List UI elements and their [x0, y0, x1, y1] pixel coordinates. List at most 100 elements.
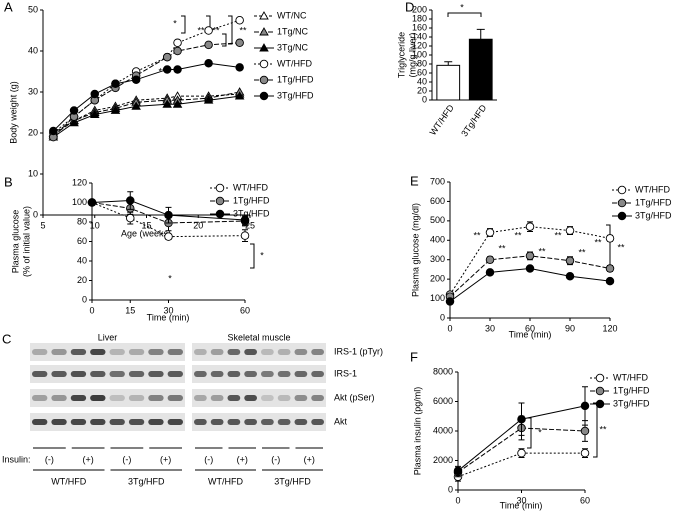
blot-band: [277, 419, 291, 425]
x-tick-label: 3Tg/HFD: [459, 102, 488, 138]
blot-band: [244, 371, 257, 377]
marker: [215, 196, 225, 206]
blot-band: [51, 419, 67, 425]
treatment-label: (-): [122, 454, 131, 464]
x-tick-label: WT/HFD: [428, 102, 457, 137]
row-label: IRS-1 (pTyr): [334, 346, 383, 356]
legend-label: 3Tg/HFD: [613, 398, 650, 408]
blot-band: [244, 349, 257, 355]
blot-band: [194, 371, 207, 377]
y-axis-label: Plasma glucose (mg/dl): [410, 203, 420, 297]
y-axis-label: Plasma glucose: [10, 210, 20, 274]
insulin-label: Insulin:: [2, 454, 31, 464]
blot-band: [311, 349, 324, 355]
legend-label: 1Tg/HFD: [277, 74, 314, 84]
blot-band: [210, 419, 224, 425]
marker: [525, 251, 535, 261]
panel-letter: D: [405, 0, 414, 14]
marker: [215, 183, 225, 193]
marker: [87, 198, 97, 207]
y-tick-label: 200: [412, 4, 427, 14]
panel-letter: F: [410, 349, 418, 364]
treatment-label: (+): [83, 454, 94, 464]
treatment-label: (+): [304, 454, 315, 464]
blot-band: [32, 349, 48, 355]
x-tick-label: 30: [485, 323, 495, 333]
marker: [49, 126, 58, 136]
treatment-label: (-): [271, 454, 280, 464]
legend-label: 3Tg/HFD: [277, 90, 314, 100]
x-axis-label: Age (weeks): [121, 228, 171, 238]
blot-band: [109, 395, 125, 401]
marker: [485, 268, 495, 277]
marker: [595, 386, 605, 396]
marker: [445, 297, 455, 306]
marker: [240, 231, 250, 240]
legend-label: 1Tg/HFD: [635, 197, 672, 207]
y-axis-label: Plasma insulin (pg/ml): [412, 387, 422, 476]
y-axis-label: Body weight (g): [8, 81, 18, 144]
blot-band: [128, 419, 145, 425]
marker: [234, 91, 245, 100]
significance-mark: **: [599, 424, 607, 434]
marker: [235, 16, 244, 25]
y-axis-label: (mg/g liver): [407, 32, 417, 77]
significance-mark: **: [617, 242, 625, 252]
blot-band: [70, 419, 87, 425]
y-tick-label: 20: [417, 85, 427, 95]
blot-strip: [192, 413, 326, 431]
marker: [131, 101, 141, 110]
y-tick-label: 100: [412, 49, 427, 59]
y-tick-label: 160: [412, 22, 427, 32]
x-tick-label: 20: [193, 220, 203, 230]
y-tick-label: 0: [448, 484, 453, 494]
significance-mark: *: [168, 273, 172, 283]
y-tick-label: 80: [77, 216, 87, 226]
significance-mark: *: [173, 18, 177, 28]
x-tick-label: 25: [245, 220, 255, 230]
significance-bracket: [228, 15, 233, 45]
series-line: [53, 93, 240, 134]
marker: [595, 399, 605, 409]
x-tick-label: 0: [447, 323, 452, 333]
blot-band: [294, 419, 308, 425]
x-axis-label: Time (min): [500, 500, 543, 510]
genotype-label: WT/HFD: [51, 476, 86, 486]
x-tick-label: 5: [40, 220, 45, 230]
blot-band: [148, 419, 164, 425]
legend-label: 1Tg/HFD: [613, 385, 650, 395]
blot-band: [277, 395, 291, 401]
blot-band: [109, 349, 125, 355]
marker: [162, 52, 172, 62]
blot-band: [90, 371, 106, 377]
series-line: [91, 202, 246, 238]
marker: [605, 264, 615, 273]
blot-band: [90, 395, 106, 401]
marker: [259, 75, 269, 85]
series-line: [449, 267, 611, 302]
y-tick-label: 40: [417, 76, 427, 86]
y-tick-label: 30: [28, 86, 38, 96]
blot-band: [167, 371, 183, 377]
blot-band: [244, 395, 257, 401]
blot-band: [210, 395, 224, 401]
y-tick-label: 120: [412, 40, 427, 50]
series-line: [53, 19, 240, 134]
y-tick-label: 0: [422, 94, 427, 104]
significance-bracket: [527, 417, 532, 449]
y-tick-label: 8000: [433, 366, 453, 376]
row-label: IRS-1: [334, 368, 357, 378]
blot-band: [294, 395, 308, 401]
x-axis-label: Time (min): [147, 312, 190, 322]
y-tick-label: 10: [28, 168, 38, 178]
blot-band: [194, 419, 207, 425]
blot-band: [261, 419, 274, 425]
marker: [215, 209, 225, 219]
marker: [617, 198, 627, 208]
blot-band: [32, 395, 48, 401]
x-tick-label: 15: [141, 220, 151, 230]
genotype-label: 3Tg/HFD: [274, 476, 311, 486]
blot-band: [32, 419, 48, 425]
blot-band: [194, 349, 207, 355]
